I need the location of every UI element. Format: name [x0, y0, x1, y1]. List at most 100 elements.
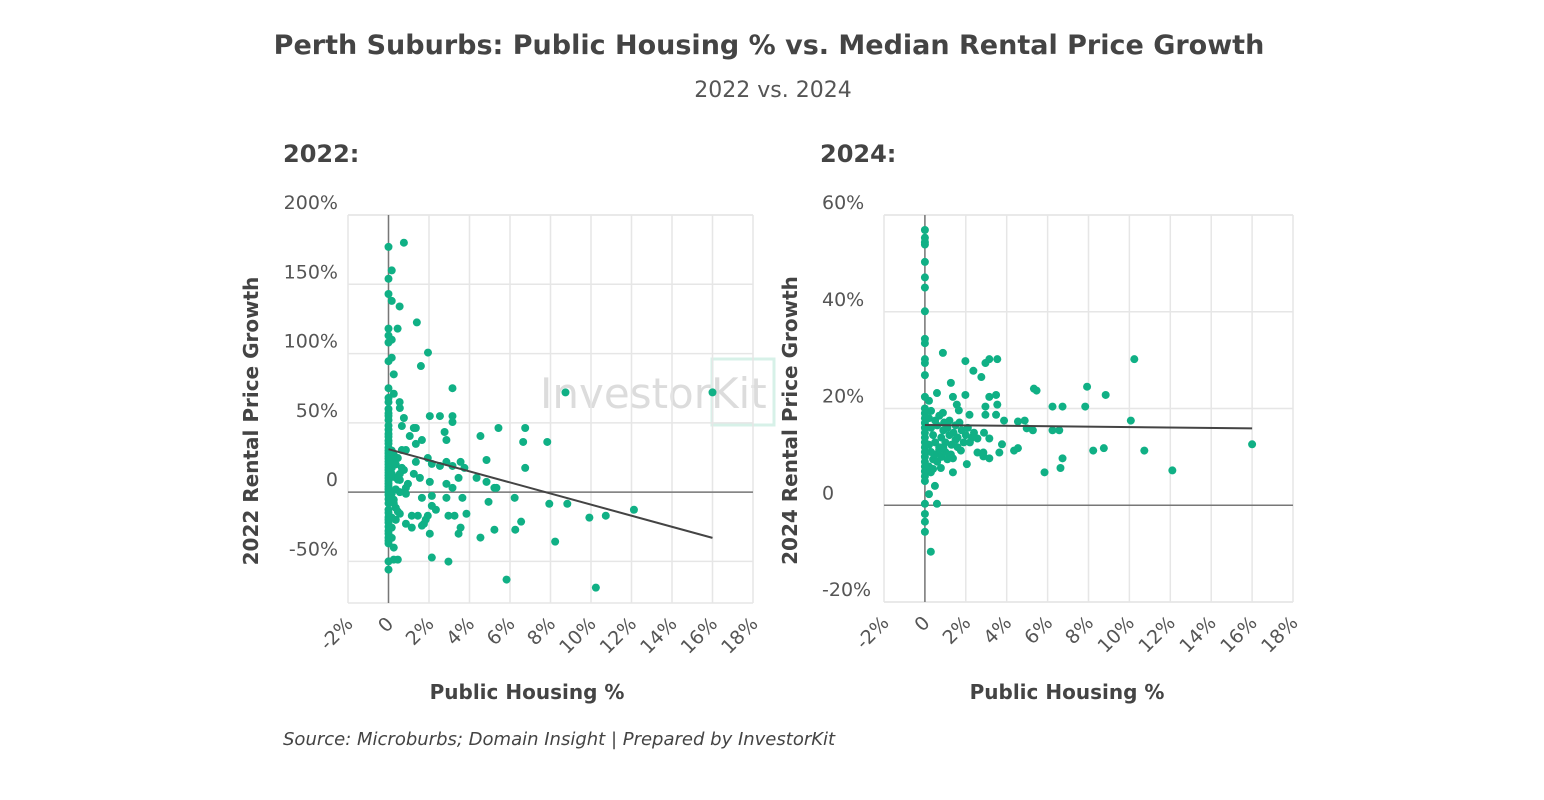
data-point: [629, 505, 638, 514]
y-tick-label: 0: [326, 469, 338, 491]
data-point: [484, 497, 493, 506]
data-point: [936, 464, 945, 473]
data-point: [920, 283, 929, 292]
data-point: [419, 519, 428, 528]
data-point: [920, 477, 929, 486]
data-point: [954, 406, 963, 415]
data-point: [1101, 390, 1110, 399]
x-tick-label: 2%: [938, 612, 975, 649]
data-point: [412, 318, 421, 327]
x-tick-label: 16%: [1216, 612, 1261, 657]
data-point: [1081, 402, 1090, 411]
trendline: [924, 423, 1253, 430]
data-point: [924, 490, 933, 499]
data-point: [482, 455, 491, 464]
data-point: [427, 491, 436, 500]
data-point: [543, 437, 552, 446]
data-point: [401, 519, 410, 528]
data-point: [384, 526, 393, 535]
data-point: [1248, 440, 1257, 449]
data-point: [395, 404, 404, 413]
data-point: [932, 499, 941, 508]
data-point: [411, 457, 420, 466]
data-point: [393, 475, 402, 484]
source-note: Source: Microburbs; Domain Insight | Pre…: [283, 729, 836, 750]
data-point: [965, 410, 974, 419]
data-point: [920, 527, 929, 536]
data-point: [517, 517, 526, 526]
y-tick-label: 200%: [284, 192, 338, 214]
data-point: [551, 537, 560, 546]
data-point: [425, 477, 434, 486]
data-point: [1020, 416, 1029, 425]
data-point: [407, 511, 416, 520]
data-point: [399, 238, 408, 247]
data-point: [450, 511, 459, 520]
data-point: [929, 431, 938, 440]
data-point: [992, 390, 1001, 399]
x-tick-label: 4%: [442, 613, 479, 650]
data-point: [387, 296, 396, 305]
data-point: [423, 348, 432, 357]
data-point: [920, 499, 929, 508]
panel-label-2022: 2022:: [283, 140, 360, 168]
data-point: [953, 433, 962, 442]
data-point: [948, 468, 957, 477]
y-tick-label: 20%: [822, 386, 864, 408]
data-point: [993, 355, 1002, 364]
data-point: [401, 446, 410, 455]
data-point: [920, 225, 929, 234]
data-point: [995, 448, 1004, 457]
y-tick-label: 100%: [284, 331, 338, 353]
data-point: [981, 410, 990, 419]
data-point: [391, 515, 400, 524]
data-point: [920, 371, 929, 380]
data-point: [977, 373, 986, 382]
data-point: [920, 307, 929, 316]
data-point: [417, 493, 426, 502]
data-point: [932, 389, 941, 398]
data-point: [920, 509, 929, 518]
data-point: [401, 489, 410, 498]
data-point: [454, 473, 463, 482]
x-axis-title: Public Housing %: [970, 680, 1165, 704]
data-point: [389, 543, 398, 552]
data-point: [985, 392, 994, 401]
data-point: [708, 388, 717, 397]
data-point: [393, 324, 402, 333]
data-point: [384, 274, 393, 283]
data-point: [969, 366, 978, 375]
data-point: [1083, 382, 1092, 391]
chart-title: Perth Suburbs: Public Housing % vs. Medi…: [273, 30, 1265, 61]
y-tick-label: 0: [822, 482, 834, 504]
plot-1: -20%020%40%60%-2% 0 2% 4% 6% 8%10%12%14%16%18…: [778, 192, 1303, 704]
x-tick-label: 0: [374, 613, 398, 637]
data-point: [448, 418, 457, 427]
data-point: [454, 529, 463, 538]
data-point: [938, 348, 947, 357]
x-tick-label: 10%: [555, 613, 600, 658]
data-point: [1048, 402, 1057, 411]
data-point: [448, 483, 457, 492]
data-point: [448, 384, 457, 393]
data-point: [924, 440, 933, 449]
data-point: [393, 555, 402, 564]
y-tick-label: 40%: [822, 289, 864, 311]
y-axis-title: 2022 Rental Price Growth: [239, 277, 263, 566]
data-point: [924, 414, 933, 423]
x-tick-label: 8%: [523, 613, 560, 650]
y-tick-label: -20%: [822, 579, 871, 601]
data-point: [521, 423, 530, 432]
data-point: [585, 513, 594, 522]
data-point: [1099, 444, 1108, 453]
data-point: [387, 266, 396, 275]
data-point: [1126, 416, 1135, 425]
data-point: [384, 565, 393, 574]
data-point: [965, 438, 974, 447]
data-point: [456, 523, 465, 532]
panel-label-2024: 2024:: [820, 140, 897, 168]
data-point: [948, 392, 957, 401]
x-axis-title: Public Housing %: [430, 680, 625, 704]
chart-subtitle: 2022 vs. 2024: [694, 78, 852, 103]
data-point: [993, 400, 1002, 409]
